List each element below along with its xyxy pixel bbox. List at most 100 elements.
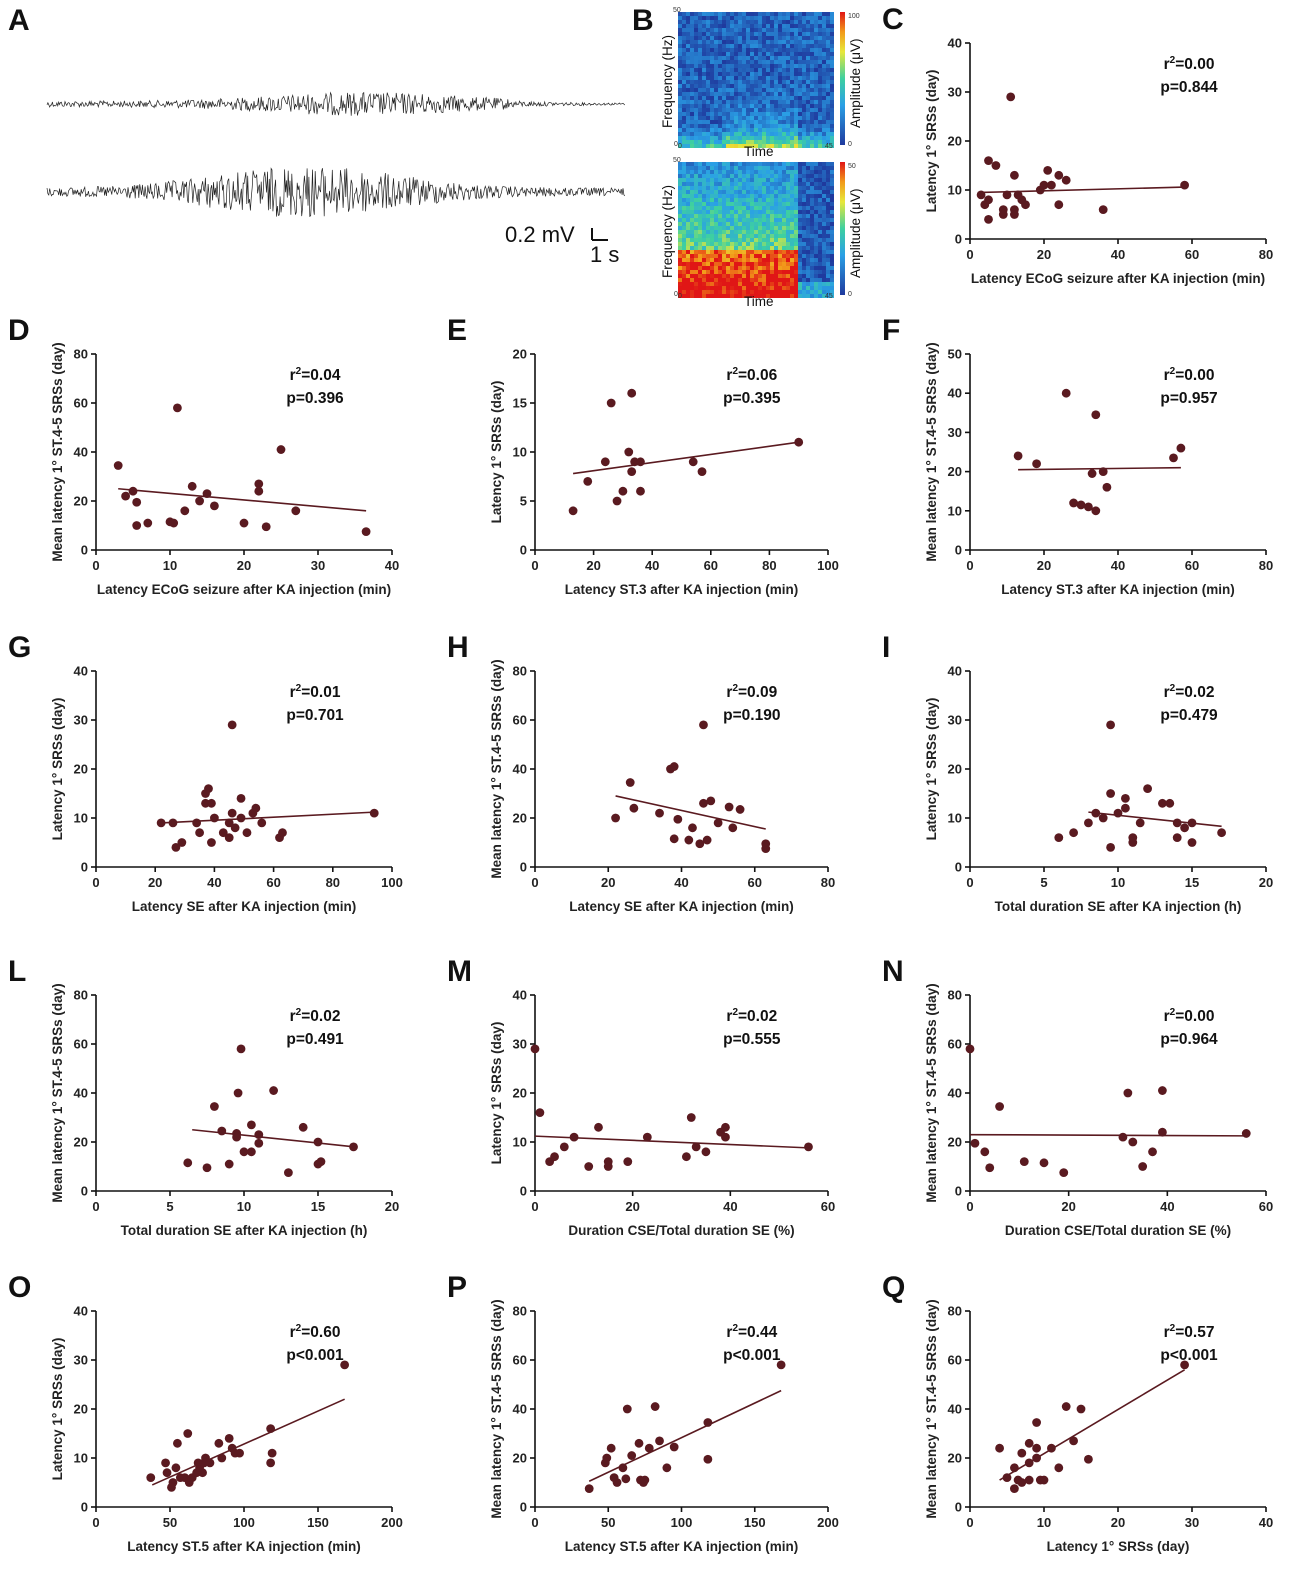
y-tick-label: 40 xyxy=(513,762,527,777)
colorbar-bottom-label: Amplitude (μV) xyxy=(848,188,863,278)
y-tick-label: 0 xyxy=(955,1500,962,1515)
data-point xyxy=(1121,803,1130,813)
x-axis-label: Total duration SE after KA injection (h) xyxy=(995,899,1242,914)
y-tick-label: 10 xyxy=(513,1135,527,1150)
data-point xyxy=(640,1475,650,1485)
x-axis-label: Latency ST.5 after KA injection (min) xyxy=(565,1539,799,1554)
y-tick-label: 20 xyxy=(948,134,962,149)
x-tick-label: 60 xyxy=(266,875,280,890)
data-point xyxy=(624,447,634,457)
regression-line xyxy=(192,1128,356,1148)
x-tick-label: 10 xyxy=(1037,1515,1051,1530)
x-tick-label: 200 xyxy=(381,1515,403,1530)
y-axis-label: Latency 1° SRSs (day) xyxy=(50,1338,65,1481)
data-point xyxy=(202,489,212,499)
data-point xyxy=(146,1473,156,1482)
spec-top-xmax: 45 xyxy=(825,143,833,150)
data-point xyxy=(611,813,620,823)
data-point xyxy=(1059,1168,1069,1178)
scatter-panel-l: L 0 5 10 15 20 0 20 40 60 80 Total duration SE afte… xyxy=(8,955,399,1238)
data-point xyxy=(1024,1458,1034,1468)
data-point xyxy=(224,833,234,842)
x-tick-label: 0 xyxy=(966,247,973,262)
p-value-label: p=0.396 xyxy=(286,390,344,407)
regression-line xyxy=(118,487,367,512)
x-tick-label: 40 xyxy=(1111,558,1125,573)
data-point xyxy=(1172,818,1182,828)
data-point xyxy=(794,437,804,447)
data-point xyxy=(1047,1443,1056,1453)
data-point xyxy=(1002,1473,1012,1482)
data-point xyxy=(627,1451,637,1460)
data-point xyxy=(1017,1448,1027,1458)
data-point xyxy=(156,818,166,828)
data-point xyxy=(655,1436,664,1446)
data-point xyxy=(236,794,246,803)
y-tick-label: 60 xyxy=(513,1353,527,1368)
p-value-label: p=0.479 xyxy=(1160,707,1218,724)
data-point xyxy=(995,1102,1004,1111)
data-point xyxy=(650,1402,660,1411)
x-tick-label: 20 xyxy=(1259,875,1273,890)
x-tick-label: 40 xyxy=(1111,247,1125,262)
x-tick-label: 80 xyxy=(1259,558,1273,573)
x-tick-label: 40 xyxy=(674,875,688,890)
spec-top-ymax: 50 xyxy=(673,7,681,14)
y-axis-label: Latency 1° SRSs (day) xyxy=(50,698,65,841)
data-point xyxy=(669,834,679,844)
x-tick-label: 80 xyxy=(1259,247,1273,262)
data-point xyxy=(1180,180,1189,190)
x-tick-label: 50 xyxy=(163,1515,177,1530)
data-point xyxy=(171,1463,181,1473)
data-point xyxy=(242,828,252,838)
y-tick-label: 20 xyxy=(513,347,527,362)
x-axis-label: Latency ECoG seizure after KA injection … xyxy=(97,582,391,597)
x-tick-label: 20 xyxy=(237,558,251,573)
colorbar-top-label: Amplitude (μV) xyxy=(848,38,863,128)
data-point xyxy=(634,1438,644,1448)
data-point xyxy=(1069,498,1078,508)
data-point xyxy=(706,796,716,806)
data-point xyxy=(361,527,371,537)
data-point xyxy=(761,839,771,849)
r-squared-label: r2=0.00 xyxy=(1164,1007,1215,1025)
r-squared-label: r2=0.02 xyxy=(290,1007,341,1025)
y-axis-label: Mean latency 1° ST.4-5 SRSs (day) xyxy=(489,659,504,878)
data-point xyxy=(691,1142,701,1152)
scatter-panel-e: E 0 20 40 60 80 100 0 5 10 15 20 Latency ST.3 after … xyxy=(447,314,839,597)
x-axis-label: Latency ST.3 after KA injection (min) xyxy=(1001,582,1235,597)
y-tick-label: 10 xyxy=(948,183,962,198)
y-tick-label: 0 xyxy=(81,543,88,558)
data-point xyxy=(132,521,142,530)
data-point xyxy=(276,445,286,454)
scatter-panel-g: G 0 20 40 60 80 100 0 10 20 30 40 Latency SE after K… xyxy=(8,631,403,914)
data-point xyxy=(535,1108,545,1117)
regression-line xyxy=(151,1398,345,1486)
x-tick-label: 10 xyxy=(163,558,177,573)
data-point xyxy=(235,1448,244,1458)
data-point xyxy=(1098,205,1108,215)
data-point xyxy=(247,1120,256,1130)
x-axis-label: Latency ST.3 after KA injection (min) xyxy=(565,582,799,597)
data-point xyxy=(195,496,205,506)
data-point xyxy=(207,798,216,808)
regression-line xyxy=(1088,811,1222,828)
r-squared-label: r2=0.44 xyxy=(726,1323,777,1341)
data-point xyxy=(230,823,240,833)
x-tick-label: 5 xyxy=(1040,875,1047,890)
regression-line xyxy=(1018,466,1181,471)
data-point xyxy=(217,1126,227,1136)
y-tick-label: 40 xyxy=(74,445,88,460)
data-point xyxy=(162,1468,172,1478)
y-tick-label: 20 xyxy=(948,762,962,777)
data-point xyxy=(1128,1137,1138,1147)
x-axis-label: Latency SE after KA injection (min) xyxy=(569,899,794,914)
data-point xyxy=(1061,1402,1071,1411)
data-point xyxy=(143,518,153,528)
spec-bottom-ymax: 50 xyxy=(673,157,681,164)
y-tick-label: 0 xyxy=(955,543,962,558)
y-tick-label: 20 xyxy=(74,1402,88,1417)
data-point xyxy=(1002,190,1012,200)
y-tick-label: 60 xyxy=(74,1037,88,1052)
data-point xyxy=(291,506,301,516)
